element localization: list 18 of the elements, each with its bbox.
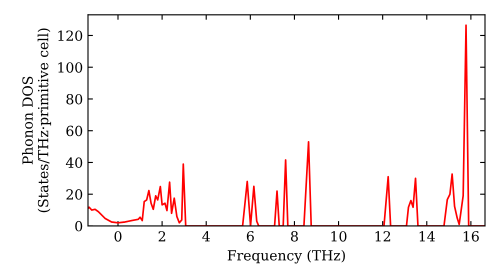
x-tick-label: 6 xyxy=(246,231,254,242)
x-tick-label: 16 xyxy=(464,231,479,242)
y-tick-label: 40 xyxy=(66,157,82,168)
x-tick-label: 8 xyxy=(290,231,298,242)
y-tick-label: 60 xyxy=(66,126,82,136)
x-tick-label: 14 xyxy=(420,231,435,242)
x-tick-label: 4 xyxy=(202,231,210,242)
y-tick-label: 20 xyxy=(66,189,82,200)
y-tick-label: 0 xyxy=(75,220,82,232)
x-axis-title: Frequency (THz) xyxy=(228,250,345,264)
x-tick-label: 2 xyxy=(158,231,166,242)
x-tick-label: 12 xyxy=(376,231,390,242)
y-tick-label: 80 xyxy=(66,94,82,104)
y-tick-label: 100 xyxy=(58,62,82,73)
y-tick-label: 120 xyxy=(58,30,82,41)
y-axis-title: Phonon DOS (States/THz·primitive cell) xyxy=(22,28,52,212)
x-tick-label: 0 xyxy=(114,231,122,242)
x-tick-label: 10 xyxy=(331,231,346,242)
